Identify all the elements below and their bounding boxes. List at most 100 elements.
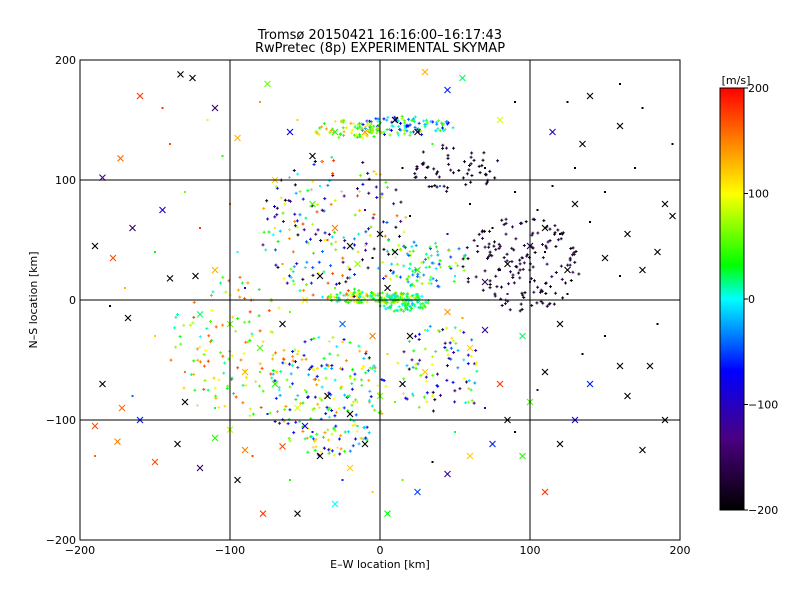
meteor-dot bbox=[337, 406, 341, 410]
meteor-dot bbox=[336, 353, 340, 357]
meteor-x bbox=[196, 311, 204, 318]
meteor-dot bbox=[417, 332, 421, 336]
meteor-dot bbox=[478, 171, 482, 175]
meteor-dot bbox=[619, 83, 621, 85]
meteor-dot bbox=[414, 244, 418, 248]
meteor-dot bbox=[409, 130, 413, 134]
meteor-x bbox=[136, 92, 144, 100]
meteor-dot bbox=[358, 292, 362, 296]
meteor-dot bbox=[330, 366, 334, 370]
meteor-dot bbox=[248, 338, 252, 342]
meteor-dot bbox=[485, 180, 489, 184]
meteor-x bbox=[639, 446, 646, 454]
meteor-dot bbox=[544, 244, 548, 248]
meteor-dot bbox=[394, 295, 398, 299]
meteor-dot bbox=[411, 130, 415, 134]
meteor-dot bbox=[254, 380, 258, 384]
meteor-dot bbox=[341, 126, 345, 130]
meteor-dot bbox=[467, 386, 471, 390]
meteor-x bbox=[399, 380, 406, 388]
meteor-dot bbox=[476, 245, 479, 247]
meteor-dot bbox=[554, 245, 558, 249]
meteor-dot bbox=[376, 384, 380, 388]
meteor-dot bbox=[343, 449, 347, 453]
meteor-dot bbox=[439, 185, 441, 187]
meteor-dot bbox=[472, 401, 476, 405]
meteor-dot bbox=[467, 379, 471, 383]
meteor-dot bbox=[544, 281, 548, 285]
meteor-dot bbox=[324, 127, 328, 131]
meteor-dot bbox=[545, 246, 549, 250]
meteor-dot bbox=[428, 324, 432, 328]
meteor-dot bbox=[409, 215, 411, 217]
meteor-dot bbox=[369, 395, 373, 399]
meteor-dot bbox=[301, 277, 305, 281]
meteor-dot bbox=[401, 479, 404, 481]
meteor-dot bbox=[371, 257, 374, 259]
meteor-dot bbox=[463, 160, 467, 164]
meteor-dot bbox=[505, 252, 509, 256]
meteor-dot bbox=[344, 126, 348, 130]
meteor-x bbox=[541, 488, 549, 496]
meteor-dot bbox=[473, 381, 477, 385]
meteor-dot bbox=[358, 189, 362, 193]
meteor-x bbox=[384, 510, 391, 517]
meteor-x bbox=[661, 200, 669, 208]
meteor-x bbox=[286, 128, 294, 136]
meteor-dot bbox=[380, 412, 384, 416]
meteor-dot bbox=[413, 175, 417, 179]
meteor-dot bbox=[535, 301, 539, 305]
meteor-dot bbox=[402, 119, 406, 123]
meteor-dot bbox=[371, 491, 374, 493]
meteor-dot bbox=[195, 403, 199, 407]
meteor-dot bbox=[342, 293, 346, 297]
meteor-dot bbox=[230, 377, 234, 381]
meteor-dot bbox=[192, 300, 196, 304]
meteor-dot bbox=[223, 361, 227, 365]
meteor-dot bbox=[436, 170, 440, 174]
meteor-dot bbox=[154, 335, 156, 337]
meteor-dot bbox=[431, 390, 435, 394]
meteor-dot bbox=[350, 128, 354, 132]
meteor-dot bbox=[384, 274, 388, 278]
meteor-dot bbox=[234, 329, 238, 333]
meteor-dot bbox=[248, 407, 252, 411]
meteor-dot bbox=[332, 397, 336, 401]
meteor-dot bbox=[360, 258, 364, 262]
meteor-dot bbox=[219, 281, 223, 285]
meteor-dot bbox=[210, 308, 214, 312]
meteor-dot bbox=[536, 389, 539, 391]
meteor-dot bbox=[385, 185, 389, 189]
meteor-x bbox=[466, 344, 474, 352]
meteor-dot bbox=[413, 172, 417, 176]
meteor-dot bbox=[452, 350, 456, 354]
meteor-dot bbox=[461, 317, 464, 319]
meteor-dot bbox=[327, 415, 331, 419]
meteor-dot bbox=[276, 410, 280, 414]
meteor-dot bbox=[313, 439, 317, 443]
meteor-dot bbox=[456, 348, 460, 352]
meteor-dot bbox=[425, 118, 429, 122]
meteor-dot bbox=[327, 340, 331, 344]
meteor-dot bbox=[267, 230, 271, 234]
meteor-dot bbox=[375, 195, 379, 199]
meteor-dot bbox=[409, 306, 413, 310]
meteor-dot bbox=[382, 117, 386, 121]
meteor-dot bbox=[230, 354, 234, 358]
meteor-dot bbox=[324, 376, 328, 380]
meteor-dot bbox=[411, 392, 415, 396]
meteor-dot bbox=[447, 265, 451, 269]
meteor-x bbox=[159, 206, 166, 214]
meteor-dot bbox=[375, 131, 379, 135]
meteor-dot bbox=[466, 277, 470, 281]
meteor-dot bbox=[549, 285, 553, 289]
meteor-dot bbox=[436, 250, 440, 254]
meteor-dot bbox=[406, 303, 410, 307]
meteor-dot bbox=[531, 217, 535, 221]
meteor-dot bbox=[367, 227, 371, 231]
meteor-dot bbox=[437, 175, 441, 179]
meteor-dot bbox=[449, 346, 453, 350]
meteor-dot bbox=[371, 216, 375, 220]
meteor-dot bbox=[274, 263, 278, 267]
meteor-dot bbox=[257, 314, 261, 318]
